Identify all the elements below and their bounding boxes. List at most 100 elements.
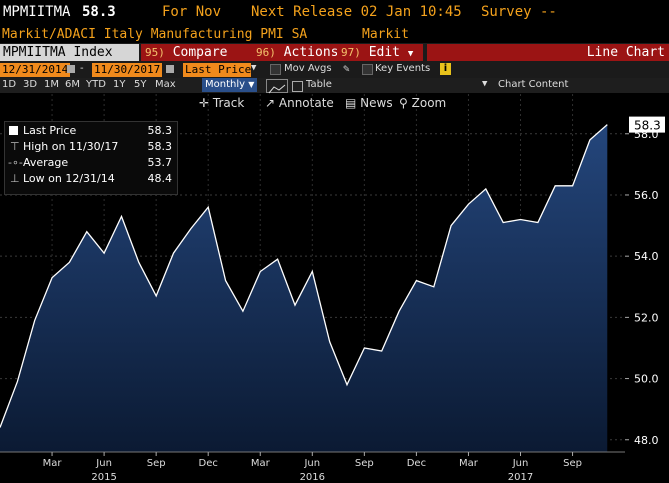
- frequency-select[interactable]: Monthly ▼: [202, 78, 258, 92]
- legend-avg-value: 53.7: [147, 156, 173, 169]
- year-label: 2015: [91, 472, 116, 483]
- x-tick-label: Dec: [407, 458, 426, 469]
- high-icon: ⊤: [10, 140, 20, 153]
- compare-button[interactable]: 95) Compare: [141, 44, 253, 61]
- chart-type-button[interactable]: Line Chart: [427, 44, 669, 61]
- x-tick-label: Jun: [303, 458, 320, 469]
- legend-last-label: Last Price: [23, 124, 77, 137]
- news-icon: ▤: [345, 96, 357, 110]
- compare-label: Compare: [172, 45, 228, 60]
- calendar-icon[interactable]: [67, 65, 75, 73]
- next-release: Next Release 02 Jan 10:45: [251, 4, 462, 20]
- price-line: [0, 124, 608, 428]
- line-chart-icon[interactable]: [266, 79, 288, 94]
- info-icon[interactable]: i: [440, 63, 451, 75]
- y-axis: 48.050.052.054.056.058.0: [625, 128, 659, 447]
- area-fill: [0, 124, 608, 452]
- y-tick-label: 48.0: [634, 434, 659, 447]
- last-value-label: 58.3: [634, 119, 661, 133]
- y-tick-label: 56.0: [634, 189, 659, 202]
- annotate-tool[interactable]: ↗ Annotate: [265, 96, 334, 110]
- news-label: News: [360, 96, 393, 110]
- edit-number: 97): [341, 46, 361, 59]
- actions-number: 96): [256, 46, 276, 59]
- command-toolbar: MPMIITMA Index 95) Compare 96) Actions ▼…: [0, 43, 669, 62]
- low-icon: ⊥: [10, 172, 20, 185]
- legend-low-label: Low on 12/31/14: [23, 172, 115, 185]
- zoom-label: Zoom: [411, 96, 447, 110]
- survey: Survey --: [481, 4, 557, 20]
- field-select[interactable]: Last Price: [183, 63, 252, 77]
- line-chart-glyph: [268, 84, 286, 94]
- last-value-marker: 58.3: [629, 116, 665, 133]
- legend-high-label: High on 11/30/17: [23, 140, 119, 153]
- year-label: 2016: [300, 472, 325, 483]
- zoom-tool[interactable]: ⚲ Zoom: [399, 96, 446, 110]
- period-6m[interactable]: 6M: [65, 79, 80, 90]
- x-tick-label: Sep: [147, 458, 166, 469]
- frequency-label: Monthly: [205, 79, 246, 90]
- track-tool[interactable]: ✛ Track: [199, 96, 244, 110]
- x-tick-label: Mar: [43, 458, 63, 469]
- chart-content-label[interactable]: Chart Content: [498, 79, 569, 90]
- period-3d[interactable]: 3D: [23, 79, 38, 90]
- compare-number: 95): [145, 46, 165, 59]
- last-value: 58.3: [82, 4, 116, 20]
- edit-button[interactable]: 97) Edit ▼: [337, 44, 423, 61]
- header-row: MPMIITMA 58.3 For Nov Next Release 02 Ja…: [0, 0, 669, 26]
- x-tick-label: Dec: [199, 458, 218, 469]
- range-dash: -: [80, 63, 84, 74]
- chevron-down-icon: ▼: [407, 49, 414, 59]
- chevron-down-icon[interactable]: ▼: [251, 63, 257, 73]
- y-tick-label: 52.0: [634, 311, 659, 324]
- x-axis-ticks: Mar Jun Sep Dec Mar Jun Sep Dec Mar Jun Sep 2015 201…: [43, 452, 582, 483]
- chevron-down-icon[interactable]: ▼: [482, 79, 488, 89]
- period-1d[interactable]: 1D: [2, 79, 17, 90]
- mov-avgs-label: Mov Avgs: [284, 63, 332, 74]
- period-max[interactable]: Max: [155, 79, 176, 90]
- news-tool[interactable]: ▤ News: [345, 96, 393, 110]
- security-field[interactable]: MPMIITMA Index: [0, 44, 139, 61]
- x-tick-label: Jun: [95, 458, 112, 469]
- period-ytd[interactable]: YTD: [86, 79, 106, 90]
- last-value-box: [629, 116, 665, 133]
- line-chart[interactable]: 48.050.052.054.056.058.0 Mar Jun Sep Dec Mar…: [0, 94, 669, 483]
- period-5y[interactable]: 5Y: [134, 79, 147, 90]
- x-tick-label: Mar: [459, 458, 479, 469]
- legend-avg-label: Average: [23, 156, 69, 169]
- x-tick-label: Mar: [251, 458, 271, 469]
- y-tick-label: 54.0: [634, 250, 659, 263]
- edit-label: Edit: [368, 45, 401, 60]
- description: Markit/ADACI Italy Manufacturing PMI SA: [2, 27, 308, 42]
- key-events-label: Key Events: [375, 63, 431, 74]
- ticker: MPMIITMA: [3, 4, 71, 20]
- source: Markit: [362, 27, 409, 42]
- x-tick-label: Sep: [563, 458, 582, 469]
- end-date-field[interactable]: 11/30/2017: [92, 63, 163, 77]
- table-icon[interactable]: [292, 81, 303, 92]
- year-label: 2017: [508, 472, 533, 483]
- period-toolbar: 1D 3D 1M 6M YTD 1Y 5Y Max Monthly ▼ Table ▼ Cha…: [0, 78, 669, 94]
- legend-last-value: 58.3: [147, 124, 173, 137]
- calendar-icon[interactable]: [166, 65, 174, 73]
- chevron-down-icon: ▼: [248, 80, 255, 89]
- last-price-swatch: [9, 126, 18, 135]
- start-date-field[interactable]: 12/31/2014: [0, 63, 71, 77]
- key-events-checkbox[interactable]: [362, 64, 373, 75]
- description-row: Markit/ADACI Italy Manufacturing PMI SA …: [0, 27, 669, 43]
- actions-label: Actions: [283, 45, 339, 60]
- table-label[interactable]: Table: [306, 79, 332, 90]
- crosshair-icon: ✛: [199, 96, 210, 110]
- pencil-icon[interactable]: ✎: [343, 62, 350, 75]
- mov-avgs-checkbox[interactable]: [270, 64, 281, 75]
- period-1y[interactable]: 1Y: [113, 79, 126, 90]
- annotate-label: Annotate: [278, 96, 334, 110]
- annotate-icon: ↗: [265, 96, 276, 110]
- average-icon: -∘-: [8, 156, 23, 169]
- legend-high-value: 58.3: [147, 140, 173, 153]
- for-period: For Nov: [162, 4, 222, 20]
- period-1m[interactable]: 1M: [44, 79, 59, 90]
- y-tick-label: 50.0: [634, 373, 659, 386]
- x-tick-label: Jun: [512, 458, 529, 469]
- range-toolbar: 12/31/2014 - 11/30/2017 Last Price ▼ Mov…: [0, 62, 669, 78]
